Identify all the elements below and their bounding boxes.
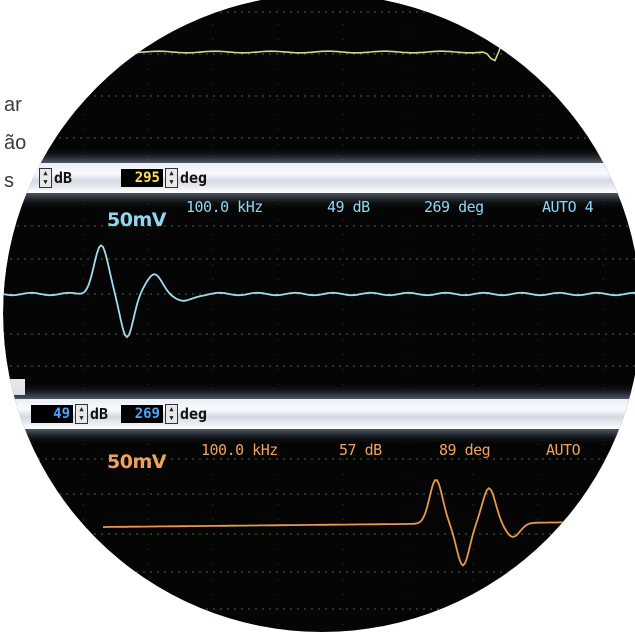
cyan-waveform	[3, 244, 635, 339]
orange-waveform	[103, 479, 635, 567]
phase-value-box-2[interactable]: 269	[121, 405, 163, 423]
gain-label-2: 50mV	[107, 451, 166, 473]
unit-db-label-2: dB	[90, 405, 109, 423]
db-label-2: 57 dB	[339, 441, 382, 459]
side-text-2: ão	[4, 132, 27, 154]
side-text-3: s	[4, 170, 14, 192]
frequency-label-2: 100.0 kHz	[201, 441, 278, 459]
spin-db-2[interactable]: ▲ ▼	[75, 404, 88, 424]
unit-deg-label-1: deg	[180, 169, 208, 187]
spin-deg-2[interactable]: ▲ ▼	[165, 404, 178, 424]
phase-label-2: 89 deg	[439, 441, 491, 459]
spin-deg-1[interactable]: ▲ ▼	[165, 168, 178, 188]
frequency-label-1: 100.0 kHz	[186, 198, 263, 216]
mode-label-1: AUTO 4	[542, 198, 594, 216]
mode-label-2: AUTO	[546, 441, 581, 459]
spin-db-1[interactable]: ▲ ▼	[39, 168, 52, 188]
control-bar-2: 49 ▲ ▼ dB 269 ▲ ▼ deg	[3, 399, 635, 429]
oscilloscope-lens: ▲ ▼ dB 295 ▲ ▼ deg 50mV 100.0 kHz 49 dB 26…	[3, 0, 635, 632]
control-bar-1: ▲ ▼ dB 295 ▲ ▼ deg	[3, 163, 635, 193]
scope-display	[3, 0, 635, 632]
yellow-waveform	[102, 38, 635, 62]
unit-db-label-1: dB	[54, 169, 73, 187]
gain-label-1: 50mV	[107, 209, 166, 231]
db-label-1: 49 dB	[327, 198, 370, 216]
unit-deg-label-2: deg	[180, 405, 208, 423]
phase-label-1: 269 deg	[424, 198, 484, 216]
panel-stub	[3, 379, 25, 395]
phase-value-box-1[interactable]: 295	[121, 169, 163, 187]
side-text-1: ar	[4, 94, 22, 116]
db-value-box-2[interactable]: 49	[31, 405, 73, 423]
